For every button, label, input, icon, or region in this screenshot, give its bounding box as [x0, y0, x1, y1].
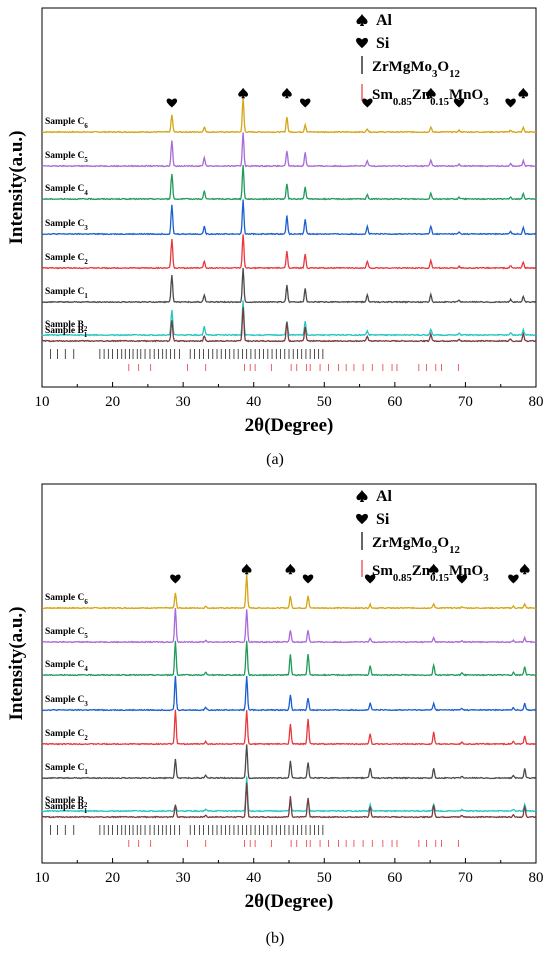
spectrum-sample-c6 — [41, 97, 537, 134]
spectrum-sample-c5 — [41, 607, 537, 644]
si-marker — [166, 98, 178, 108]
si-marker — [364, 574, 376, 584]
legend-smznmno-label: Sm0.85Zn0.15MnO3 — [372, 563, 489, 584]
spectrum-sample-c2 — [41, 234, 537, 270]
spectrum-sample-c1 — [41, 744, 537, 780]
spectrum-sample-c2 — [41, 709, 537, 746]
spectrum-sample-b2 — [41, 300, 537, 337]
series-label: Sample C2 — [45, 253, 88, 266]
al-marker — [241, 563, 252, 575]
legend-si-label: Si — [376, 35, 390, 52]
x-tick-label: 70 — [458, 870, 473, 886]
si-marker — [302, 574, 314, 584]
x-tick-label: 30 — [176, 870, 191, 886]
legend-al-label: Al — [376, 12, 393, 29]
al-marker — [519, 563, 530, 575]
series-label: Sample C6 — [45, 117, 88, 130]
si-marker — [362, 98, 373, 108]
x-tick-label: 40 — [246, 870, 261, 886]
legend-al-label: Al — [376, 488, 393, 505]
spectrum-sample-c4 — [41, 640, 537, 677]
x-tick-label: 60 — [387, 870, 402, 886]
series-label: Sample C6 — [45, 593, 88, 606]
x-tick-label: 10 — [35, 394, 50, 410]
si-marker — [508, 574, 519, 584]
x-tick-label: 40 — [246, 394, 261, 410]
legend-smznmno-label: Sm0.85Zn0.15MnO3 — [372, 87, 489, 108]
series-label: Sample C2 — [45, 729, 88, 742]
x-axis-label: 2θ(Degree) — [245, 415, 334, 436]
panel-label-a: (a) — [266, 451, 284, 468]
spectrum-sample-c3 — [41, 675, 537, 712]
si-marker — [170, 574, 181, 584]
legend-al-symbol — [356, 14, 368, 26]
x-axis-label: 2θ(Degree) — [245, 891, 334, 912]
series-label: Sample C3 — [45, 695, 88, 708]
series-label: Sample C5 — [45, 151, 88, 164]
series-label: Sample C4 — [45, 660, 88, 673]
al-marker — [285, 563, 296, 575]
x-tick-label: 20 — [105, 394, 120, 410]
legend-si-label: Si — [376, 511, 390, 528]
series-label: Sample C3 — [45, 219, 88, 232]
si-marker — [456, 574, 468, 584]
spectrum-sample-c6 — [41, 574, 537, 610]
x-tick-label: 50 — [317, 870, 332, 886]
series-label: Sample B1 — [45, 802, 88, 815]
al-marker — [425, 87, 436, 99]
series-label: Sample B1 — [45, 326, 88, 339]
series-label: Sample C4 — [45, 184, 88, 197]
x-tick-label: 70 — [458, 394, 473, 410]
x-tick-label: 50 — [317, 394, 332, 410]
series-label: Sample C5 — [45, 627, 88, 640]
series-label: Sample C1 — [45, 287, 88, 300]
al-marker — [428, 563, 439, 575]
legend-zrmgmo-label: ZrMgMo3O12 — [372, 535, 460, 556]
legend-zrmgmo-label: ZrMgMo3O12 — [372, 59, 460, 80]
legend-si-symbol — [356, 513, 368, 525]
series-label: Sample B2 — [45, 320, 88, 333]
si-marker — [505, 98, 516, 108]
al-marker — [281, 87, 292, 99]
xrd-chart-b: 10 20 30 40 50 60 70 80 2θ(Degree) Intensity(a.u.… — [6, 483, 544, 912]
xrd-chart-a: 10 20 30 40 50 60 70 80 2θ(Degree) Intensity(a.u.… — [6, 7, 544, 436]
x-tick-label: 60 — [387, 394, 402, 410]
x-tick-label: 30 — [176, 394, 191, 410]
series-label: Sample B2 — [45, 796, 88, 809]
x-tick-label: 10 — [35, 870, 50, 886]
x-tick-label: 20 — [105, 870, 120, 886]
series-label: Sample C1 — [45, 763, 88, 776]
si-marker — [453, 98, 465, 108]
y-axis-label: Intensity(a.u.) — [6, 130, 27, 244]
x-tick-label: 80 — [529, 394, 544, 410]
panel-label-b: (b) — [265, 930, 285, 947]
spectrum-sample-c1 — [41, 267, 537, 304]
spectrum-sample-c5 — [41, 132, 537, 168]
spectrum-sample-b1 — [41, 782, 537, 819]
legend-al-symbol — [356, 490, 368, 502]
si-marker — [299, 98, 311, 108]
al-marker — [238, 87, 249, 99]
x-tick-label: 80 — [529, 870, 544, 886]
y-axis-label: Intensity(a.u.) — [6, 606, 27, 720]
al-marker — [518, 87, 529, 99]
spectrum-sample-c4 — [41, 164, 537, 201]
spectrum-sample-c3 — [41, 199, 537, 236]
spectrum-sample-b1 — [41, 307, 537, 343]
legend-si-symbol — [356, 37, 368, 49]
